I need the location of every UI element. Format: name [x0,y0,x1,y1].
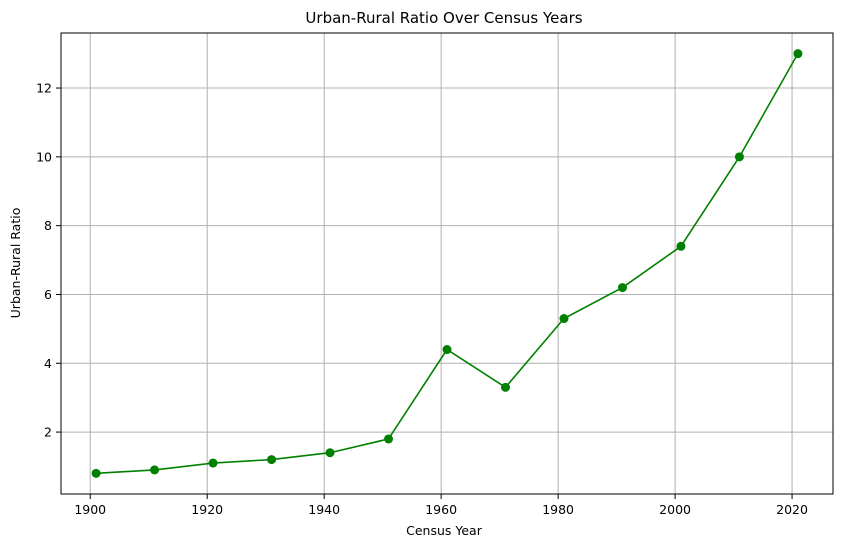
y-tick-label: 12 [36,81,52,96]
y-tick-label: 6 [44,287,52,302]
x-tick-label: 2020 [776,502,808,517]
data-point [559,314,569,324]
data-point [91,468,101,478]
x-tick-label: 2000 [659,502,691,517]
x-axis-label: Census Year [406,523,483,538]
x-tick-label: 1900 [74,502,106,517]
data-point [734,152,744,162]
data-point [793,49,803,59]
x-tick-label: 1960 [425,502,457,517]
data-point [325,448,335,458]
y-tick-label: 2 [44,425,52,440]
y-tick-label: 10 [36,149,52,164]
data-point [384,434,394,444]
data-point [267,455,277,465]
grid [61,33,833,494]
data-point [617,283,627,293]
x-tick-label: 1940 [308,502,340,517]
data-point [500,382,510,392]
x-tick-label: 1920 [191,502,223,517]
data-series [91,49,803,478]
axis-ticks: 1900 1920 1940 1960 1980 2000 2020 2 4 6 8 10 12 [36,81,808,517]
y-axis-label: Urban-Rural Ratio [8,208,23,319]
y-tick-label: 4 [44,356,52,371]
data-point [150,465,160,475]
data-point [208,458,218,468]
data-point [442,345,452,355]
plot-frame [60,32,834,495]
x-tick-label: 1980 [542,502,574,517]
data-point [676,241,686,251]
chart-title: Urban-Rural Ratio Over Census Years [305,9,582,27]
series-line [96,53,799,475]
y-tick-label: 8 [44,218,52,233]
